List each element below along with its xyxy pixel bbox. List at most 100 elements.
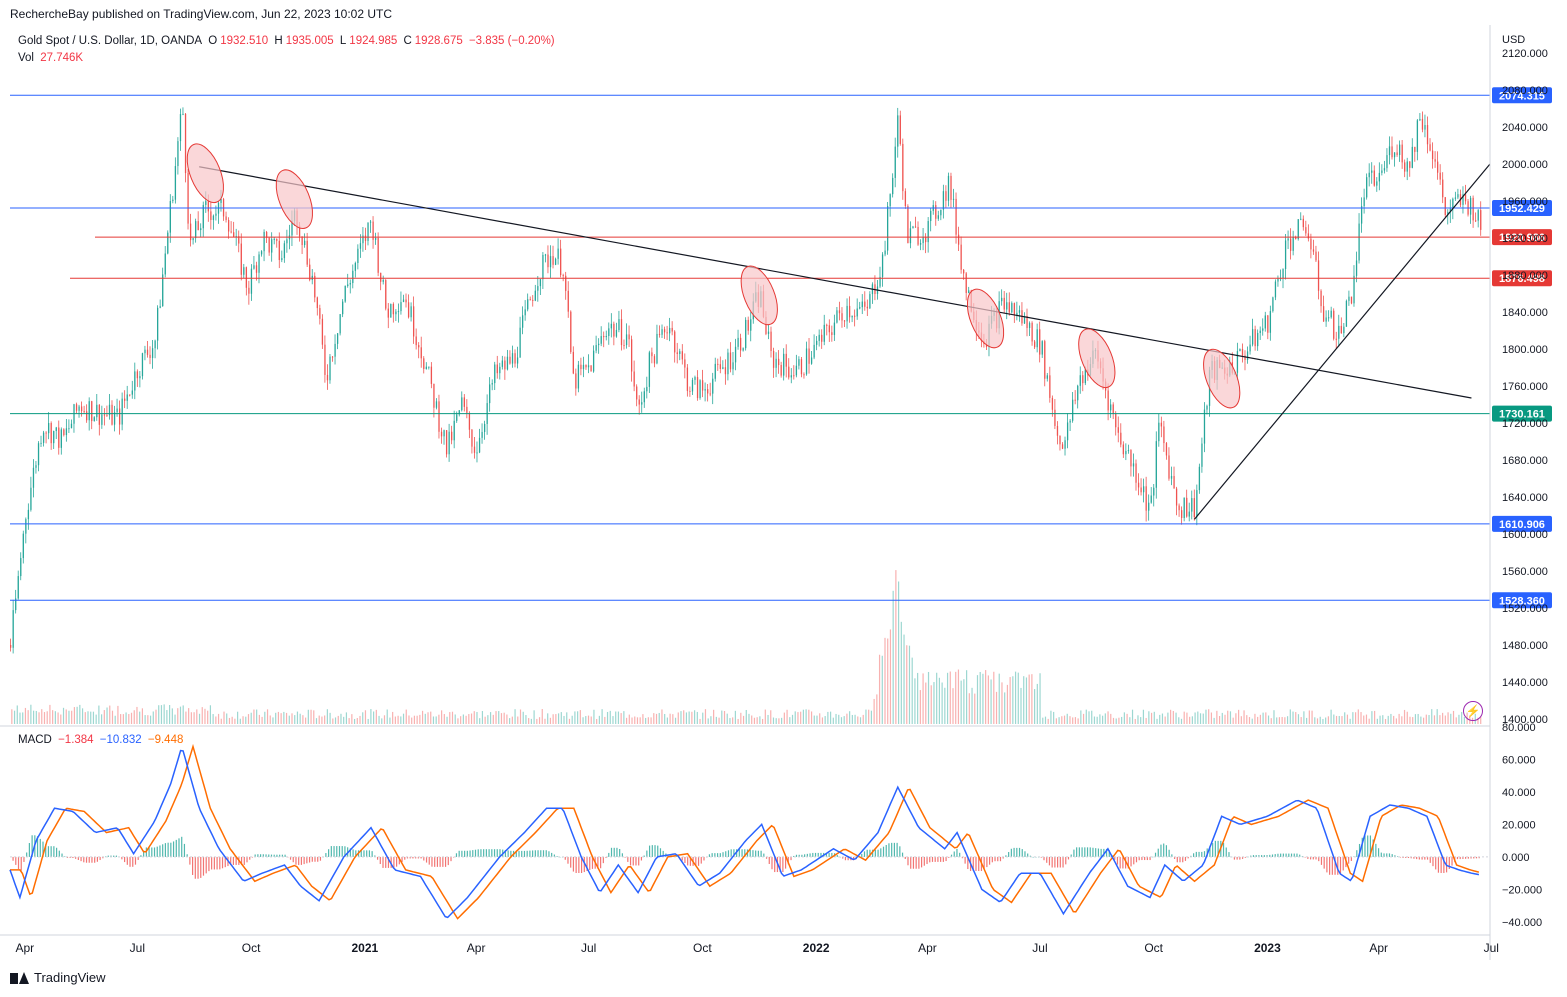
volume-bar xyxy=(525,715,527,724)
volume-bar xyxy=(764,709,766,724)
volume-bar xyxy=(68,710,70,724)
candle-body xyxy=(1439,172,1441,180)
candle-body xyxy=(248,287,250,294)
volume-bar xyxy=(1170,709,1172,724)
macd-histogram-bar xyxy=(17,856,20,870)
volume-bar xyxy=(158,705,160,724)
candle-body xyxy=(428,366,430,368)
volume-bar xyxy=(367,718,369,724)
candle-body xyxy=(1198,466,1201,491)
macd-histogram-bar xyxy=(986,856,988,868)
candle-body xyxy=(810,357,813,364)
macd-histogram-bar xyxy=(896,842,898,857)
candle-body xyxy=(154,340,156,349)
candle-body xyxy=(1072,399,1074,421)
candle-body xyxy=(413,306,415,337)
volume-bar xyxy=(416,715,418,724)
macd-histogram-bar xyxy=(1040,856,1042,858)
macd-histogram-bar xyxy=(162,844,164,857)
candle-body xyxy=(258,254,260,273)
candle-body xyxy=(324,344,326,375)
candle-body xyxy=(831,332,833,335)
candle-body xyxy=(420,347,422,359)
volume-bar xyxy=(1186,712,1188,724)
candle-body xyxy=(1117,427,1119,433)
macd-histogram-bar xyxy=(1369,835,1372,857)
volume-bar xyxy=(46,711,48,724)
macd-histogram-bar xyxy=(189,856,191,865)
macd-histogram-bar xyxy=(700,856,702,864)
macd-histogram-bar xyxy=(1021,849,1023,857)
candle-body xyxy=(691,379,694,392)
volume-bar xyxy=(557,713,560,724)
macd-histogram-bar xyxy=(809,853,811,857)
candle-body xyxy=(1023,315,1026,324)
macd-histogram-bar xyxy=(1138,856,1140,861)
macd-histogram-bar xyxy=(412,856,414,859)
candle-body xyxy=(914,226,917,228)
macd-histogram-bar xyxy=(91,856,93,863)
candle-body xyxy=(347,284,349,287)
candle-body xyxy=(1191,498,1193,512)
candle-body xyxy=(641,402,643,405)
candle-body xyxy=(534,290,536,301)
symbol-legend[interactable]: Gold Spot / U.S. Dollar, 1D, OANDA O 1932… xyxy=(18,35,558,47)
volume-bar xyxy=(596,718,598,724)
volume-bar xyxy=(1333,714,1335,724)
volume-bar xyxy=(1042,717,1044,724)
macd-histogram-bar xyxy=(907,856,909,866)
price-tick-label: 1800.000 xyxy=(1502,344,1548,356)
candle-body xyxy=(506,356,509,370)
volume-bar xyxy=(446,716,448,724)
macd-histogram-bar xyxy=(1168,849,1170,857)
lightning-icon[interactable]: ⚡ xyxy=(1463,701,1483,721)
macd-histogram-bar xyxy=(510,850,512,857)
volume-bar xyxy=(155,709,157,724)
open-value: 1932.510 xyxy=(220,35,269,47)
time-tick-label: Oct xyxy=(1144,941,1163,955)
candle-body xyxy=(625,334,628,346)
macd-histogram-bar xyxy=(423,856,425,861)
volume-bar xyxy=(927,671,930,724)
macd-histogram-bar xyxy=(1054,856,1056,868)
candle-body xyxy=(767,331,770,334)
volume-bar xyxy=(373,711,375,724)
volume-bar xyxy=(642,714,644,724)
volume-bar xyxy=(95,714,97,724)
macd-histogram-bar xyxy=(393,856,395,868)
brand-footer[interactable]: TradingView xyxy=(10,970,106,985)
currency-label[interactable]: USD xyxy=(1502,34,1526,46)
candle-body xyxy=(884,250,886,255)
macd-histogram-bar xyxy=(1209,845,1211,857)
candle-body xyxy=(230,231,232,233)
candle-body xyxy=(1079,375,1081,386)
macd-legend[interactable]: MACD −1.384 −10.832 −9.448 xyxy=(18,734,186,746)
macd-histogram-bar xyxy=(219,856,221,870)
volume-bar xyxy=(1088,711,1090,724)
volume-legend[interactable]: Vol 27.746K xyxy=(18,52,86,64)
volume-bar xyxy=(1417,713,1419,724)
volume-bar xyxy=(846,713,848,724)
volume-bar xyxy=(13,710,16,724)
macd-histogram-bar xyxy=(28,843,30,857)
volume-bar xyxy=(1390,713,1392,724)
candle-body xyxy=(570,311,572,352)
candle-body xyxy=(795,365,798,376)
volume-bar xyxy=(606,711,609,724)
volume-bar xyxy=(870,710,872,724)
volume-bar xyxy=(995,691,998,724)
macd-histogram-bar xyxy=(1144,856,1146,861)
volume-bar xyxy=(925,682,927,724)
candle-body xyxy=(1434,159,1436,162)
volume-bar xyxy=(1295,712,1297,724)
volume-bar xyxy=(835,713,837,724)
price-level-label: 1730.161 xyxy=(1499,409,1545,421)
macd-histogram-bar xyxy=(937,856,939,862)
macd-histogram-bar xyxy=(1078,847,1080,857)
volume-bar xyxy=(193,712,195,724)
candle-body xyxy=(1292,237,1294,251)
candle-body xyxy=(783,353,785,376)
volume-bar xyxy=(386,709,388,724)
candle-body xyxy=(1457,194,1459,198)
